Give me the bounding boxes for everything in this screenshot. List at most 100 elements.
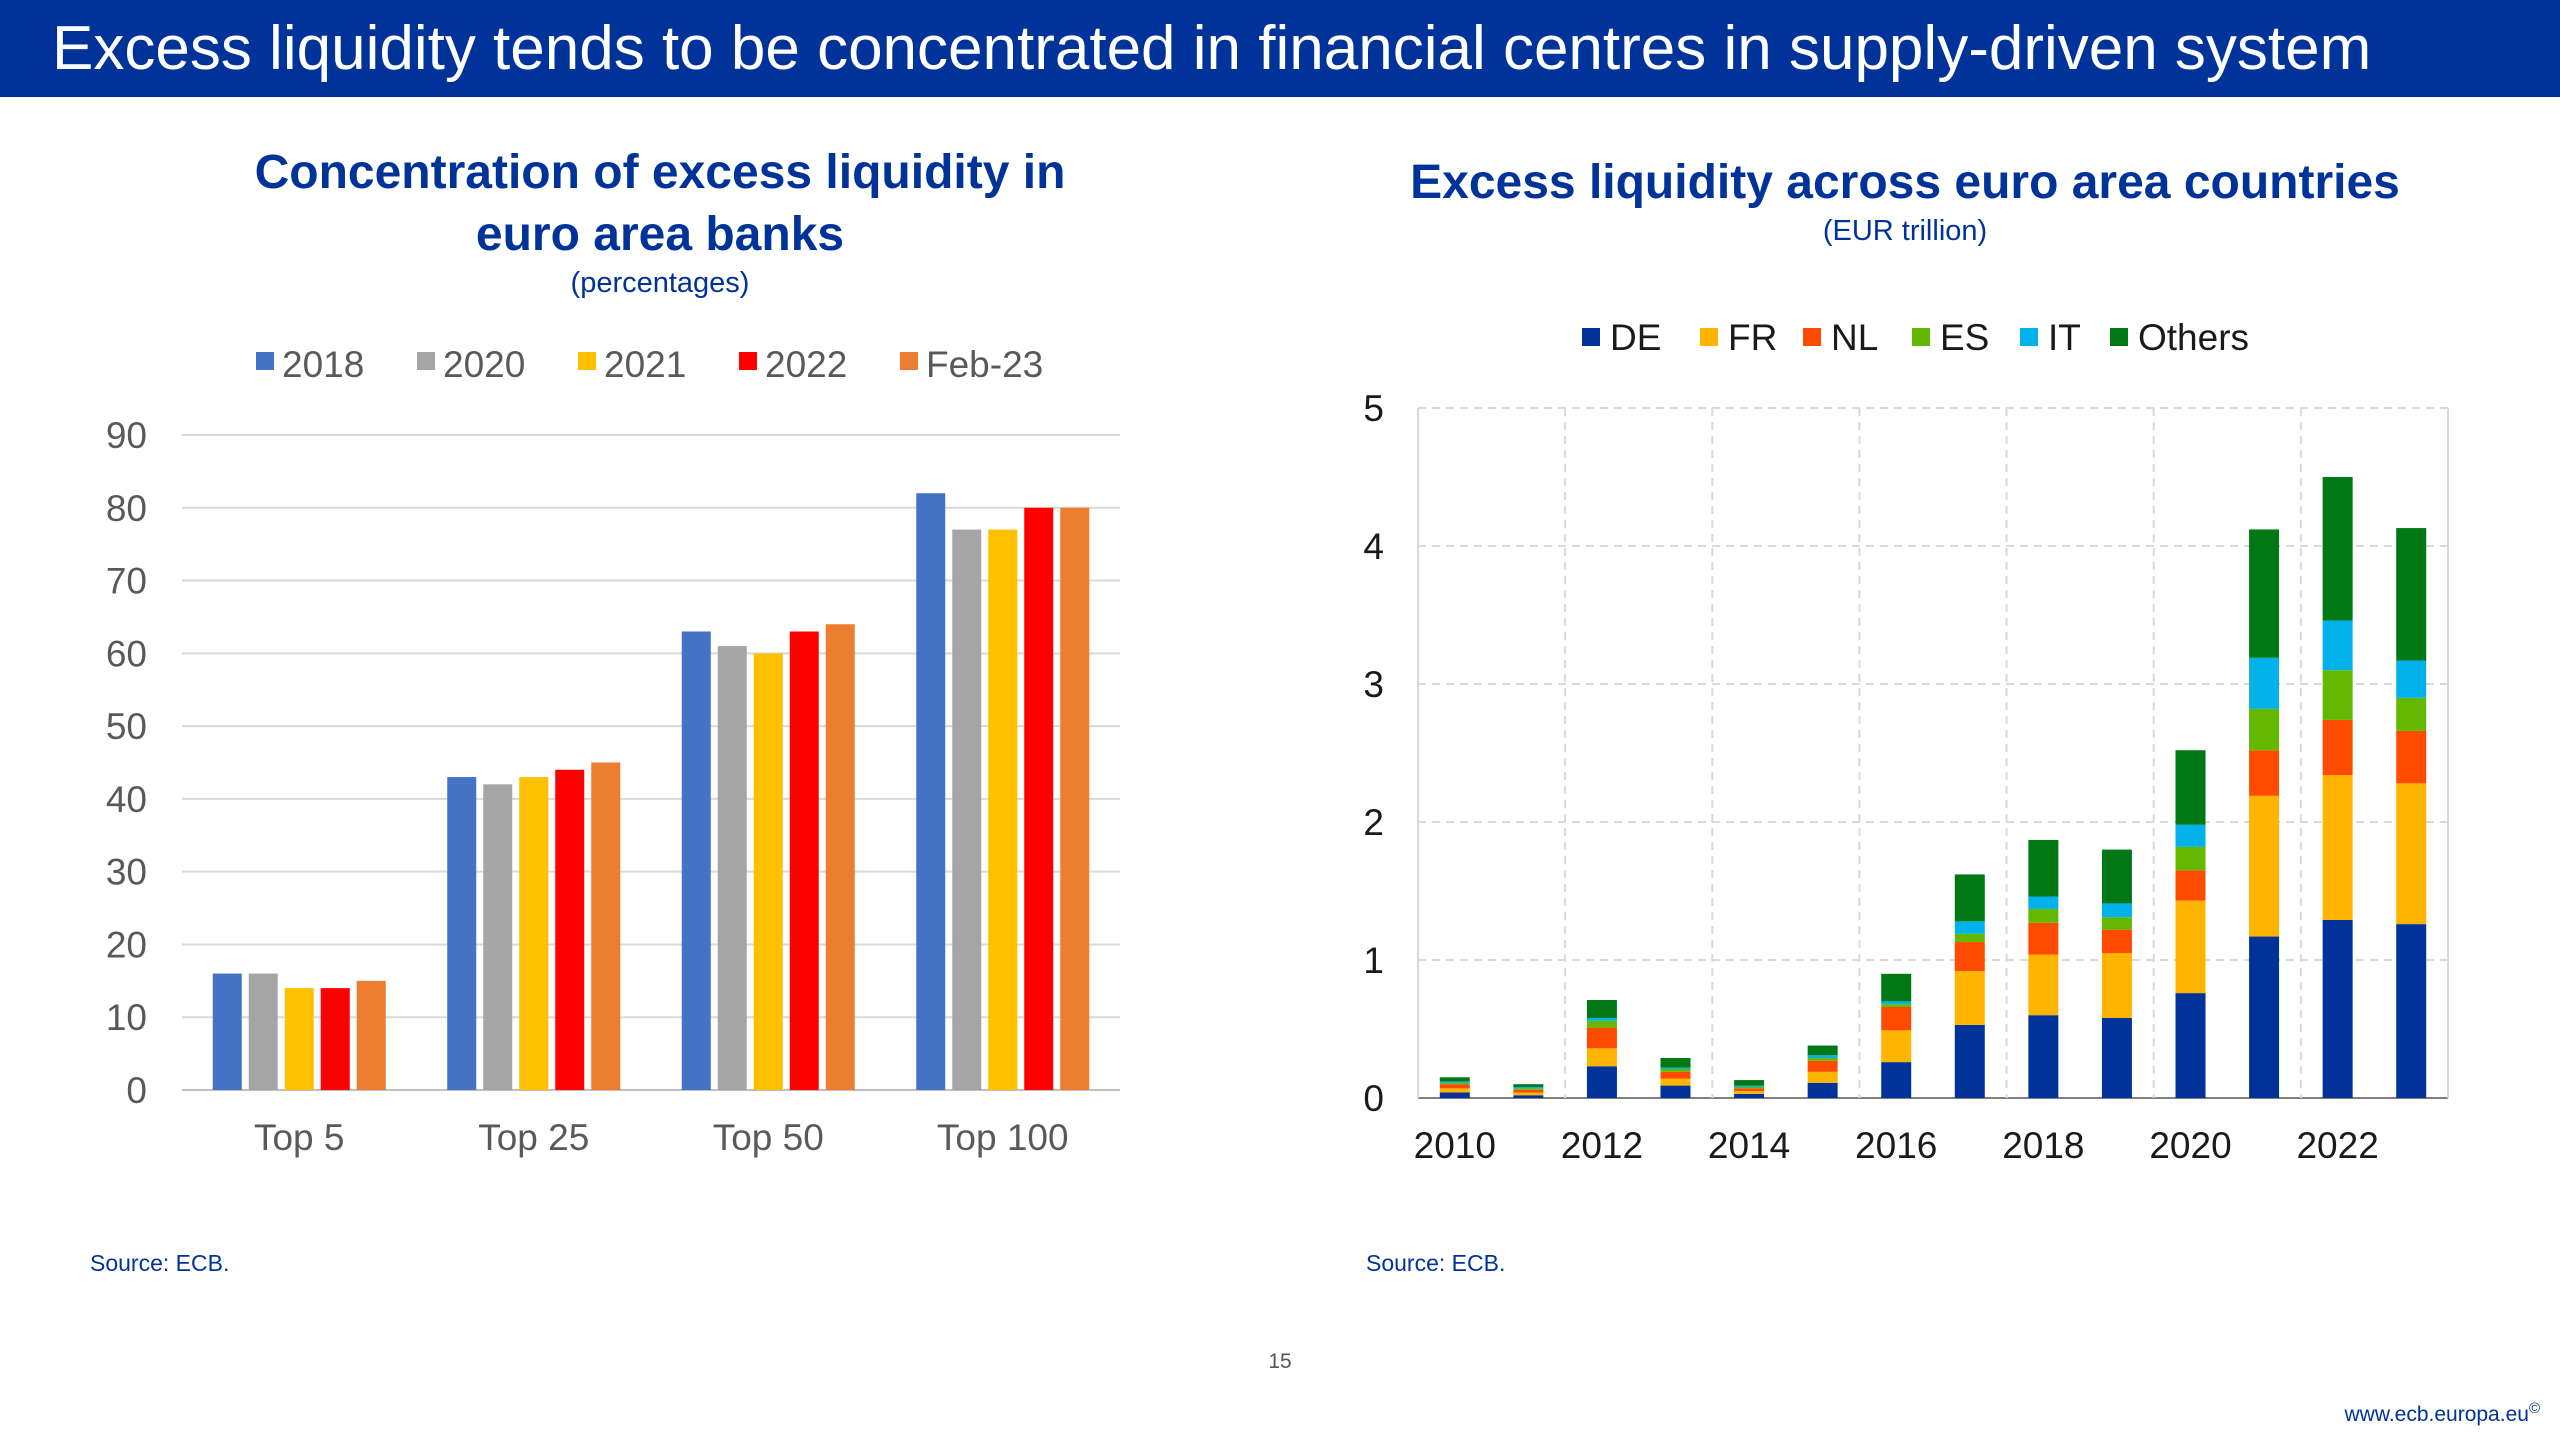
footer-url-text[interactable]: www.ecb.europa.eu <box>2344 1403 2529 1426</box>
page-number: 15 <box>1268 1350 1292 1373</box>
bar-top-100-2020 <box>952 529 982 1090</box>
legend-label-2018: 2018 <box>282 344 364 385</box>
bar-2012-Others <box>1586 1000 1617 1018</box>
y-tick-label-90: 90 <box>106 415 147 456</box>
bar-2010-Others <box>1439 1077 1470 1082</box>
bar-top-25-Feb-23 <box>591 762 621 1090</box>
y-tick-label-0: 0 <box>126 1070 147 1111</box>
bar-top-5-2022 <box>320 988 350 1090</box>
bar-2022-ES <box>2322 670 2353 720</box>
legend-swatch-2018 <box>256 352 274 370</box>
bar-2021-NL <box>2249 750 2280 796</box>
bar-2020-FR <box>2175 900 2206 994</box>
x-tick-label-2016: 2016 <box>1855 1125 1937 1166</box>
y-tick-label-2: 2 <box>1363 802 1384 843</box>
bar-2018-NL <box>2028 922 2059 955</box>
bar-2013-IT <box>1660 1067 1691 1070</box>
bar-2014-Others <box>1734 1080 1765 1086</box>
bar-2018-ES <box>2028 908 2059 923</box>
bar-2015-IT <box>1807 1055 1838 1058</box>
legend-label-ES: ES <box>1940 317 1989 358</box>
bar-top-25-2022 <box>555 769 585 1090</box>
bar-2017-NL <box>1954 942 1985 972</box>
legend-swatch-2022 <box>739 352 757 370</box>
bar-2013-NL <box>1660 1071 1691 1079</box>
bar-2015-ES <box>1807 1057 1838 1061</box>
bar-2010-IT <box>1439 1081 1470 1083</box>
left-chart-title-line2: euro area banks <box>475 208 845 261</box>
right-chart-subtitle: (EUR trillion) <box>1822 215 1988 247</box>
y-tick-label-60: 60 <box>106 633 147 674</box>
legend-swatch-NL <box>1803 328 1821 346</box>
bar-top-50-2018 <box>681 631 711 1090</box>
bar-2021-DE <box>2249 936 2280 1098</box>
y-tick-label-80: 80 <box>106 488 147 529</box>
bar-2020-IT <box>2175 824 2206 847</box>
bar-2015-Others <box>1807 1045 1838 1056</box>
bar-2018-DE <box>2028 1015 2059 1098</box>
bar-2021-ES <box>2249 708 2280 751</box>
bar-2016-NL <box>1881 1006 1912 1031</box>
bar-2014-ES <box>1734 1086 1765 1089</box>
bar-2019-FR <box>2101 953 2132 1018</box>
bar-2015-NL <box>1807 1060 1838 1072</box>
bar-2017-Others <box>1954 874 1985 922</box>
bar-2011-DE <box>1513 1095 1544 1098</box>
legend-label-2022: 2022 <box>765 344 847 385</box>
bar-2016-FR <box>1881 1030 1912 1063</box>
bar-2023-ES <box>2396 697 2427 731</box>
legend-swatch-FR <box>1700 328 1718 346</box>
bar-2020-NL <box>2175 870 2206 901</box>
x-tick-label-top-50: Top 50 <box>713 1117 824 1158</box>
bar-2022-FR <box>2322 775 2353 920</box>
x-tick-label-2012: 2012 <box>1561 1125 1643 1166</box>
left-chart-title-line1: Concentration of excess liquidity in <box>254 146 1066 199</box>
bar-2023-NL <box>2396 730 2427 784</box>
slide-title: Excess liquidity tends to be concentrate… <box>52 14 2372 83</box>
left-bar-chart: 2018 2020 2021 2022 Feb-23 0 10 20 30 40 50 60 70 80 9… <box>106 344 1120 1158</box>
bar-2011-Others <box>1513 1084 1544 1087</box>
bar-2011-FR <box>1513 1092 1544 1096</box>
y-tick-label-5: 5 <box>1363 388 1384 429</box>
bar-2013-Others <box>1660 1057 1691 1068</box>
bar-2012-DE <box>1586 1066 1617 1098</box>
bar-top-5-2018 <box>212 973 242 1090</box>
bar-2022-IT <box>2322 620 2353 671</box>
y-tick-label-50: 50 <box>106 706 147 747</box>
bar-2018-Others <box>2028 839 2059 897</box>
bar-2017-FR <box>1954 971 1985 1025</box>
y-tick-label-0: 0 <box>1363 1078 1384 1119</box>
bar-2022-Others <box>2322 477 2353 621</box>
bar-2010-NL <box>1439 1084 1470 1089</box>
y-tick-label-10: 10 <box>106 997 147 1038</box>
bar-2010-ES <box>1439 1082 1470 1085</box>
bar-top-100-2018 <box>916 493 946 1090</box>
bar-2016-DE <box>1881 1062 1912 1098</box>
bar-2019-Others <box>2101 849 2132 904</box>
bar-top-50-Feb-23 <box>825 624 855 1090</box>
bar-top-100-Feb-23 <box>1060 507 1090 1090</box>
y-tick-label-4: 4 <box>1363 526 1384 567</box>
bar-2017-IT <box>1954 921 1985 934</box>
bar-2023-IT <box>2396 660 2427 698</box>
bar-2017-ES <box>1954 933 1985 943</box>
bar-top-5-2020 <box>248 973 278 1090</box>
y-tick-label-40: 40 <box>106 779 147 820</box>
bar-2014-DE <box>1734 1093 1765 1098</box>
bar-2010-DE <box>1439 1092 1470 1098</box>
bar-top-25-2020 <box>483 784 513 1090</box>
right-chart-source: Source: ECB. <box>1366 1250 1506 1276</box>
bar-2019-DE <box>2101 1017 2132 1098</box>
legend-label-IT: IT <box>2048 317 2081 358</box>
x-tick-label-2020: 2020 <box>2149 1125 2231 1166</box>
bar-2021-FR <box>2249 795 2280 937</box>
bar-top-50-2020 <box>717 646 747 1090</box>
x-tick-label-2014: 2014 <box>1708 1125 1790 1166</box>
bar-top-100-2021 <box>988 529 1018 1090</box>
bar-2023-DE <box>2396 924 2427 1098</box>
footer-url[interactable]: www.ecb.europa.eu© <box>2344 1400 2540 1427</box>
legend-swatch-Feb-23 <box>900 352 918 370</box>
legend-swatch-ES <box>1912 328 1930 346</box>
legend-label-2021: 2021 <box>604 344 686 385</box>
bar-2022-NL <box>2322 719 2353 776</box>
